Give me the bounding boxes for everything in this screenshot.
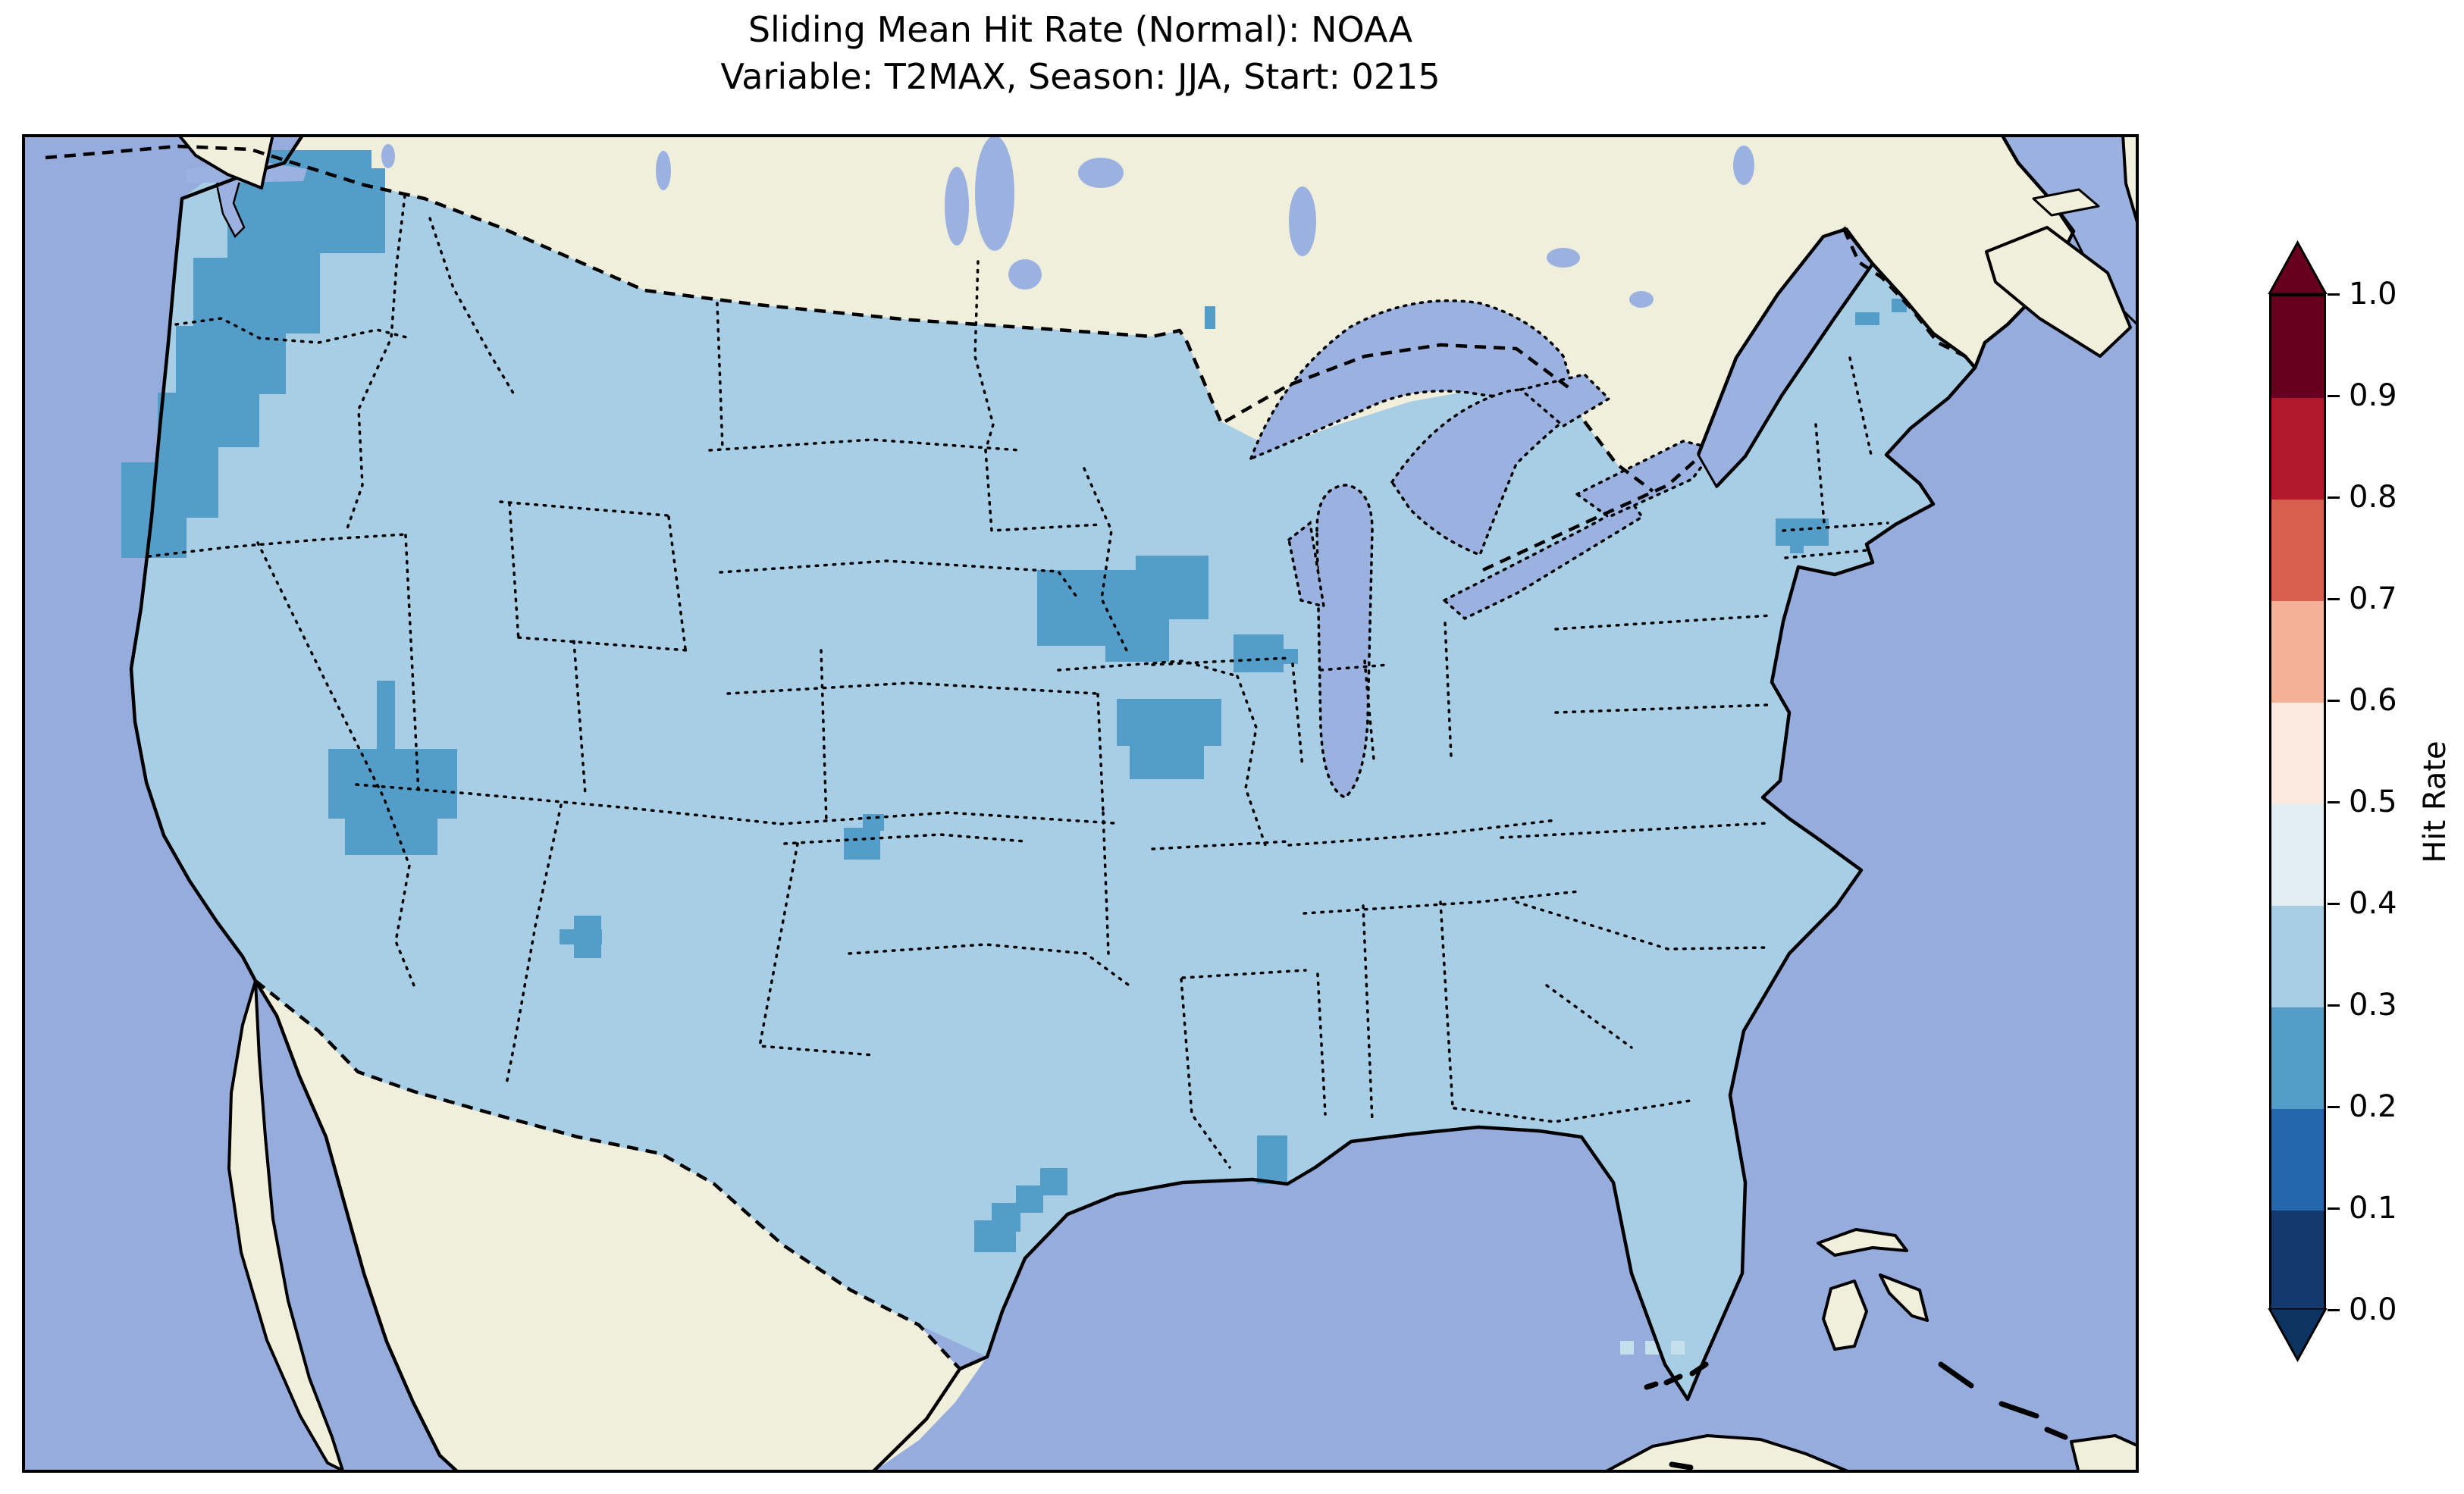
prince-edward-island bbox=[2032, 188, 2100, 217]
colorbar-ticklabel-1.0: 1.0 bbox=[2349, 277, 2397, 312]
hit-rate-cells-high bbox=[1620, 1341, 1685, 1355]
title-line-1: Sliding Mean Hit Rate (Normal): NOAA bbox=[748, 9, 1413, 50]
colorbar-tickmark bbox=[2328, 800, 2340, 803]
lake-michigan bbox=[1315, 484, 1374, 800]
colorbar-tickmark bbox=[2328, 496, 2340, 499]
great-lakes bbox=[1248, 299, 1718, 800]
bahamas-eleuthera bbox=[1879, 1273, 1929, 1322]
colorbar-ticklabel-0.9: 0.9 bbox=[2349, 378, 2397, 413]
maine-border bbox=[1842, 228, 1977, 369]
colorbar-tickmark bbox=[2328, 293, 2340, 296]
colorbar-tickmark bbox=[2328, 394, 2340, 397]
colorbar-axis-label: Hit Rate bbox=[2418, 741, 2453, 863]
bahamas-andros bbox=[1822, 1279, 1868, 1351]
colorbar-segment-0.4–0.5 bbox=[2271, 804, 2324, 906]
colorbar-ticklabel-0.7: 0.7 bbox=[2349, 581, 2397, 616]
cuba bbox=[1602, 1434, 1853, 1473]
colorbar-tickmark bbox=[2328, 1207, 2340, 1210]
colorbar-ticklabel-0.4: 0.4 bbox=[2349, 886, 2397, 921]
colorbar-tickmark bbox=[2328, 1004, 2340, 1007]
colorbar-tickmark bbox=[2328, 1105, 2340, 1108]
us-canada-border bbox=[45, 144, 1223, 422]
hit-rate-mesh-base bbox=[131, 165, 1975, 1399]
colorbar-segment-0.3–0.4 bbox=[2271, 906, 2324, 1007]
colorbar-tickmark bbox=[2328, 597, 2340, 600]
lake-huron bbox=[1390, 387, 1584, 557]
hit-rate-cells-low bbox=[121, 150, 1907, 1252]
colorbar-segment-0.9–1.0 bbox=[2271, 296, 2324, 398]
colorbar-segment-0.6–0.7 bbox=[2271, 601, 2324, 703]
colorbar-ticklabel-0.0: 0.0 bbox=[2349, 1292, 2397, 1327]
baja-california bbox=[227, 979, 344, 1472]
colorbar-ticklabel-0.8: 0.8 bbox=[2349, 480, 2397, 515]
colorbar-segment-0.5–0.6 bbox=[2271, 703, 2324, 804]
colorbar-over-arrow bbox=[2268, 240, 2328, 294]
nova-scotia bbox=[1985, 226, 2132, 358]
colorbar-segment-0.0–0.1 bbox=[2271, 1211, 2324, 1312]
colorbar bbox=[2269, 294, 2326, 1312]
conus-map bbox=[22, 134, 2139, 1473]
green-bay bbox=[1287, 520, 1326, 609]
colorbar-segment-0.8–0.9 bbox=[2271, 398, 2324, 500]
colorbar-under-arrow bbox=[2268, 1308, 2328, 1363]
lakes bbox=[185, 134, 2139, 800]
figure-title: Sliding Mean Hit Rate (Normal): NOAA Var… bbox=[22, 6, 2139, 100]
corner-land bbox=[2121, 134, 2139, 229]
us-mexico-border bbox=[254, 979, 988, 1371]
country-borders bbox=[45, 144, 1977, 1371]
colorbar-tickmark bbox=[2328, 699, 2340, 702]
lake-superior bbox=[1248, 299, 1575, 462]
colorbar-ticklabel-0.2: 0.2 bbox=[2349, 1089, 2397, 1124]
colorbar-segment-0.7–0.8 bbox=[2271, 500, 2324, 601]
colorbar-ticklabel-0.5: 0.5 bbox=[2349, 785, 2397, 819]
lake-erie bbox=[1441, 500, 1644, 621]
colorbar-ticklabel-0.6: 0.6 bbox=[2349, 683, 2397, 718]
colorbar-tickmark bbox=[2328, 1308, 2340, 1311]
colorbar-segment-0.1–0.2 bbox=[2271, 1109, 2324, 1211]
map-border bbox=[22, 134, 2139, 1473]
colorbar-ticklabel-0.1: 0.1 bbox=[2349, 1191, 2397, 1226]
hispaniola bbox=[2070, 1434, 2139, 1473]
small-islands bbox=[1644, 1361, 2068, 1471]
colorbar-tickmark bbox=[2328, 902, 2340, 905]
bahamas-grand bbox=[1817, 1228, 1908, 1257]
map-axes bbox=[22, 134, 2139, 1473]
georgian-bay bbox=[1518, 373, 1611, 428]
peninsulas-islands bbox=[177, 134, 2139, 1473]
colorbar-segments bbox=[2271, 296, 2324, 1312]
title-line-2: Variable: T2MAX, Season: JJA, Start: 021… bbox=[720, 56, 1440, 97]
colorbar-ticklabel-0.3: 0.3 bbox=[2349, 988, 2397, 1023]
colorbar-segment-0.2–0.3 bbox=[2271, 1007, 2324, 1109]
state-borders bbox=[147, 194, 1889, 1169]
